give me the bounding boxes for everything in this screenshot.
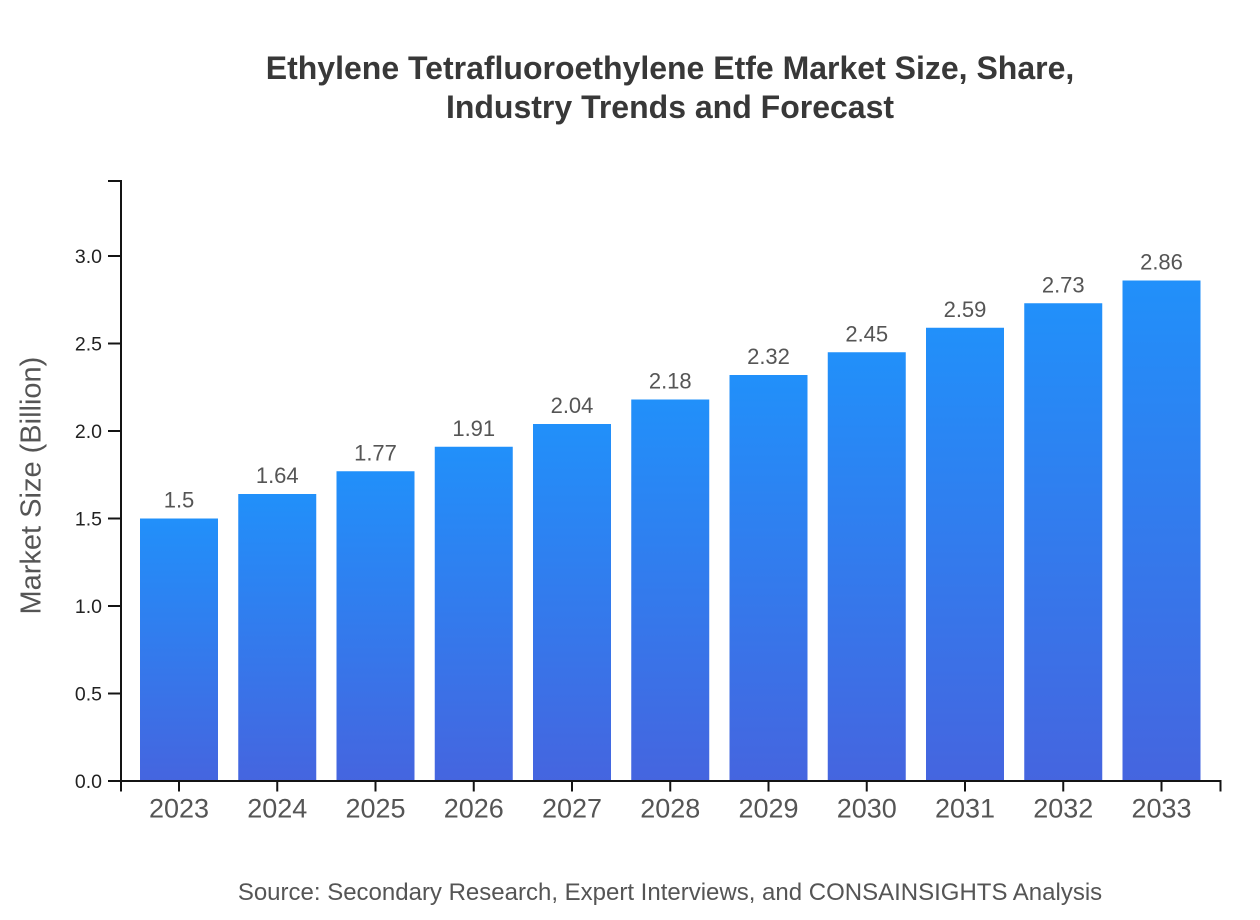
- svg-text:2.32: 2.32: [747, 344, 790, 369]
- svg-text:2.0: 2.0: [75, 421, 102, 443]
- svg-text:2026: 2026: [444, 794, 504, 824]
- svg-text:2028: 2028: [640, 794, 700, 824]
- svg-text:2029: 2029: [738, 794, 798, 824]
- svg-text:2.04: 2.04: [551, 393, 594, 418]
- svg-text:0.0: 0.0: [75, 771, 102, 793]
- svg-text:1.91: 1.91: [452, 416, 495, 441]
- svg-text:Ethylene Tetrafluoroethylene E: Ethylene Tetrafluoroethylene Etfe Market…: [266, 50, 1075, 86]
- svg-text:0.5: 0.5: [75, 683, 102, 705]
- svg-text:2.73: 2.73: [1042, 272, 1085, 297]
- svg-text:2.5: 2.5: [75, 333, 102, 355]
- svg-text:2023: 2023: [149, 794, 209, 824]
- svg-text:2.45: 2.45: [845, 321, 888, 346]
- svg-text:2024: 2024: [247, 794, 307, 824]
- svg-text:2.18: 2.18: [649, 369, 692, 394]
- svg-text:2027: 2027: [542, 794, 602, 824]
- svg-text:Source: Secondary Research, Ex: Source: Secondary Research, Expert Inter…: [238, 879, 1102, 906]
- svg-text:1.0: 1.0: [75, 596, 102, 618]
- svg-text:1.5: 1.5: [164, 488, 195, 513]
- svg-text:Industry Trends and Forecast: Industry Trends and Forecast: [446, 89, 894, 125]
- svg-text:1.77: 1.77: [354, 440, 397, 465]
- svg-text:2.86: 2.86: [1140, 250, 1183, 275]
- svg-text:3.0: 3.0: [75, 246, 102, 268]
- svg-text:2030: 2030: [837, 794, 897, 824]
- svg-text:1.64: 1.64: [256, 463, 299, 488]
- svg-text:2032: 2032: [1033, 794, 1093, 824]
- svg-text:2025: 2025: [345, 794, 405, 824]
- svg-text:2033: 2033: [1131, 794, 1191, 824]
- svg-text:1.5: 1.5: [75, 508, 102, 530]
- svg-text:Market Size (Billion): Market Size (Billion): [15, 357, 47, 615]
- svg-text:2.59: 2.59: [944, 297, 987, 322]
- svg-text:2031: 2031: [935, 794, 995, 824]
